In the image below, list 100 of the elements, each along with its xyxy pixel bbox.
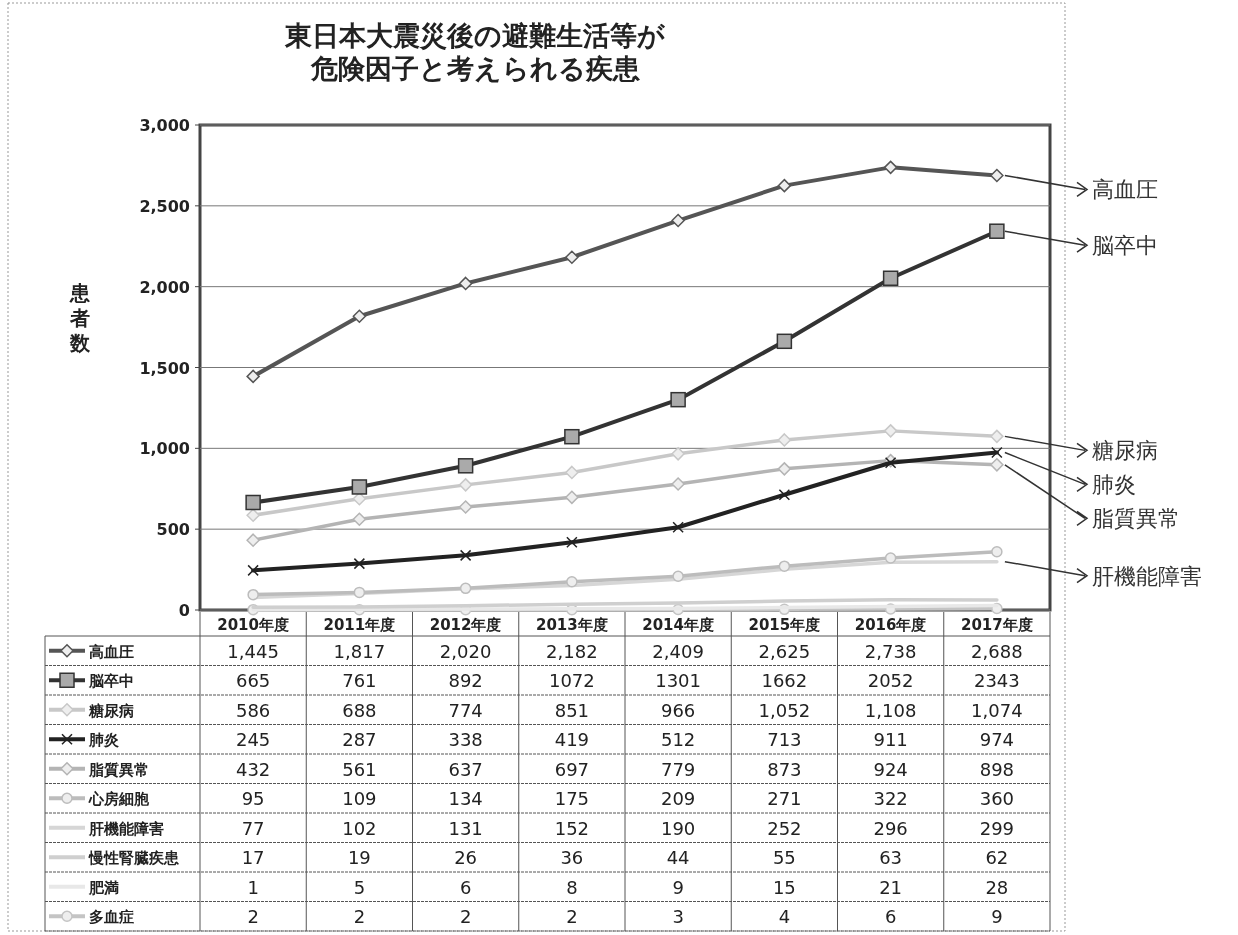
legend-label: 脂質異常: [88, 760, 149, 779]
data-label: 44: [666, 847, 690, 869]
data-label: 1301: [655, 670, 702, 692]
y-tick-label: 2,000: [139, 277, 190, 297]
y-tick-label: 1,500: [139, 358, 190, 378]
data-label: 1,074: [971, 699, 1023, 721]
data-label: 77: [241, 817, 265, 839]
y-tick-label: 1,000: [139, 439, 190, 459]
data-label: 271: [767, 788, 802, 810]
legend-label: 肥満: [88, 878, 119, 897]
x-tick-label: 2017年度: [961, 616, 1033, 634]
x-tick-label: 2014年度: [642, 616, 714, 634]
legend-label: 肺炎: [88, 731, 119, 750]
data-label: 2: [353, 906, 366, 928]
annotation: 肝機能障害: [1092, 563, 1202, 589]
y-tick-label: 500: [156, 520, 190, 540]
data-label: 62: [985, 847, 1009, 869]
data-label: 851: [554, 699, 590, 721]
data-label: 779: [660, 758, 696, 780]
data-label: 322: [873, 788, 908, 810]
data-label: 1,817: [333, 640, 386, 662]
data-label: 287: [342, 729, 377, 751]
data-label: 2: [459, 906, 472, 928]
data-label: 419: [554, 729, 590, 751]
legend-糖尿病: 糖尿病: [49, 701, 134, 720]
data-label: 2052: [867, 670, 914, 692]
data-label: 102: [342, 817, 377, 839]
y-tick-label: 3,000: [139, 116, 190, 135]
data-label: 131: [448, 817, 483, 839]
data-label: 2,020: [439, 640, 492, 662]
x-tick-label: 2012年度: [429, 616, 502, 634]
x-tick-label: 2011年度: [323, 616, 396, 634]
data-label: 1,445: [227, 640, 279, 662]
legend-肥満: 肥満: [49, 878, 119, 897]
data-label: 245: [235, 729, 271, 751]
data-label: 152: [554, 817, 590, 839]
x-tick-label: 2010年度: [217, 616, 289, 634]
data-label: 6: [459, 876, 472, 898]
annotation: 高血圧: [1092, 177, 1158, 203]
data-label: 15: [772, 876, 796, 898]
data-label: 5: [353, 876, 366, 898]
legend-label: 心房細胞: [88, 790, 150, 809]
data-label: 4: [778, 906, 791, 928]
x-tick-label: 2013年度: [536, 616, 608, 634]
legend-高血圧: 高血圧: [49, 642, 134, 661]
data-label: 55: [772, 847, 796, 869]
legend-label: 多血症: [89, 908, 134, 927]
data-label: 561: [342, 758, 377, 780]
legend-label: 慢性腎臓疾患: [88, 849, 180, 868]
annotation: 糖尿病: [1092, 438, 1158, 464]
data-label: 432: [235, 758, 271, 780]
data-label: 190: [660, 817, 696, 839]
data-label: 109: [342, 788, 377, 810]
legend-脳卒中: 脳卒中: [49, 672, 134, 691]
data-label: 2,625: [758, 640, 811, 662]
data-label: 2: [566, 906, 578, 928]
data-label: 21: [879, 876, 903, 898]
data-label: 360: [979, 788, 1015, 810]
data-label: 688: [342, 699, 377, 721]
legend-肝機能障害: 肝機能障害: [49, 819, 164, 838]
data-label: 974: [979, 729, 1015, 751]
data-label: 873: [767, 758, 802, 780]
data-label: 28: [985, 876, 1009, 898]
data-label: 586: [235, 699, 271, 721]
data-label: 911: [873, 729, 908, 751]
legend-心房細胞: 心房細胞: [49, 790, 149, 809]
x-tick-label: 2016年度: [854, 616, 927, 634]
annotation: 脂質異常: [1092, 506, 1180, 532]
data-label: 512: [660, 729, 696, 751]
data-label: 3: [672, 906, 684, 928]
data-label: 892: [448, 670, 483, 692]
y-tick-label: 0: [178, 601, 190, 620]
data-label: 6: [884, 906, 897, 928]
data-label: 296: [873, 817, 908, 839]
data-label: 924: [873, 758, 908, 780]
annotation: 脳卒中: [1092, 233, 1158, 259]
data-label: 898: [979, 758, 1015, 780]
data-label: 637: [448, 758, 483, 780]
data-label: 1,052: [758, 699, 811, 721]
data-label: 665: [235, 670, 271, 692]
data-label: 2: [247, 906, 259, 928]
data-label: 1072: [548, 670, 595, 692]
data-label: 338: [448, 729, 483, 751]
data-label: 697: [554, 758, 590, 780]
legend-label: 肝機能障害: [88, 819, 164, 838]
legend-label: 脳卒中: [88, 672, 134, 691]
data-label: 1: [247, 876, 259, 898]
y-tick-label: 2,500: [139, 196, 190, 216]
legend-label: 糖尿病: [88, 701, 134, 720]
data-label: 17: [241, 847, 265, 869]
data-label: 175: [554, 788, 590, 810]
data-label: 774: [448, 699, 483, 721]
data-label: 2343: [973, 670, 1020, 692]
data-label: 713: [767, 729, 802, 751]
data-label: 966: [660, 699, 696, 721]
x-tick-label: 2015年度: [748, 616, 821, 634]
data-label: 9: [991, 906, 1003, 928]
data-label: 2,182: [546, 640, 598, 662]
data-label: 26: [454, 847, 478, 869]
data-label: 2,738: [864, 640, 917, 662]
